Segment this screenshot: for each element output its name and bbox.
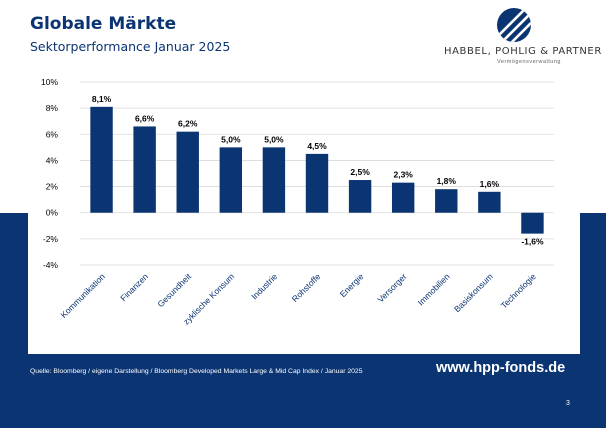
bar-energie [348, 180, 372, 213]
bar-rohstoffe [305, 153, 329, 213]
x-tick-label: Industrie [249, 271, 279, 301]
data-label: 2,5% [350, 167, 370, 177]
y-tick-label: 0% [46, 208, 59, 218]
sector-performance-chart: 10% 8% 6% 4% 2% 0% -2% -4% 8,1% Kommunikation 6,6%… [41, 77, 554, 327]
y-tick-label: 2% [46, 182, 59, 192]
x-tick-label: Rohstoffe [290, 271, 323, 304]
bar-gesundheit [176, 131, 199, 213]
bar-technologie [521, 212, 544, 234]
data-label: 5,0% [221, 134, 241, 144]
bar-finanzen [133, 126, 156, 213]
y-tick-label: -4% [43, 260, 59, 270]
x-tick-label: Kommunikation [58, 271, 107, 320]
data-label: -1,6% [521, 237, 544, 247]
bar-kommunikation [90, 106, 113, 213]
x-tick-label: Energie [338, 271, 366, 299]
page-title: Globale Märkte [30, 14, 177, 34]
y-tick-label: 4% [46, 155, 59, 165]
x-tick-label: Versorger [375, 271, 408, 304]
x-tick-label: Gesundheit [155, 271, 193, 309]
data-label: 2,3% [393, 170, 413, 180]
data-label: 1,6% [480, 179, 500, 189]
x-tick-label: Immobilien [416, 271, 452, 307]
data-label: 6,6% [135, 113, 155, 123]
bar-versorger [391, 182, 415, 213]
page-number: 3 [566, 400, 570, 407]
sail-logo-icon [497, 8, 531, 42]
data-label: 1,8% [437, 176, 457, 186]
x-tick-label: Basiskonsum [452, 271, 495, 314]
logo-tagline: Vermögensverwaltung [497, 59, 561, 65]
chart-panel: 10% 8% 6% 4% 2% 0% -2% -4% 8,1% Kommunikation 6,6%… [28, 68, 580, 354]
y-tick-label: 10% [41, 77, 58, 87]
data-label: 6,2% [178, 119, 198, 129]
bar-basiskonsum [478, 191, 501, 213]
y-tick-label: 8% [46, 103, 59, 113]
y-tick-label: 6% [46, 129, 59, 139]
data-label: 8,1% [92, 94, 112, 104]
y-tick-label: -2% [43, 234, 59, 244]
company-logo: HABBEL, POHLIG & PARTNER Vermögensverwal… [444, 6, 602, 70]
website-link[interactable]: www.hpp-fonds.de [436, 360, 566, 376]
bar-industrie [262, 147, 286, 213]
page-subtitle: Sektorperformance Januar 2025 [30, 39, 231, 54]
bar-immobilien [435, 189, 458, 213]
source-note: Quelle: Bloomberg / eigene Darstellung /… [30, 368, 363, 375]
bar-zyklische-konsum [219, 147, 243, 213]
x-tick-label: Technologie [499, 271, 538, 310]
data-label: 5,0% [264, 134, 284, 144]
data-label: 4,5% [307, 141, 327, 151]
x-tick-label: Finanzen [118, 271, 150, 303]
logo-name: HABBEL, POHLIG & PARTNER [444, 46, 602, 57]
